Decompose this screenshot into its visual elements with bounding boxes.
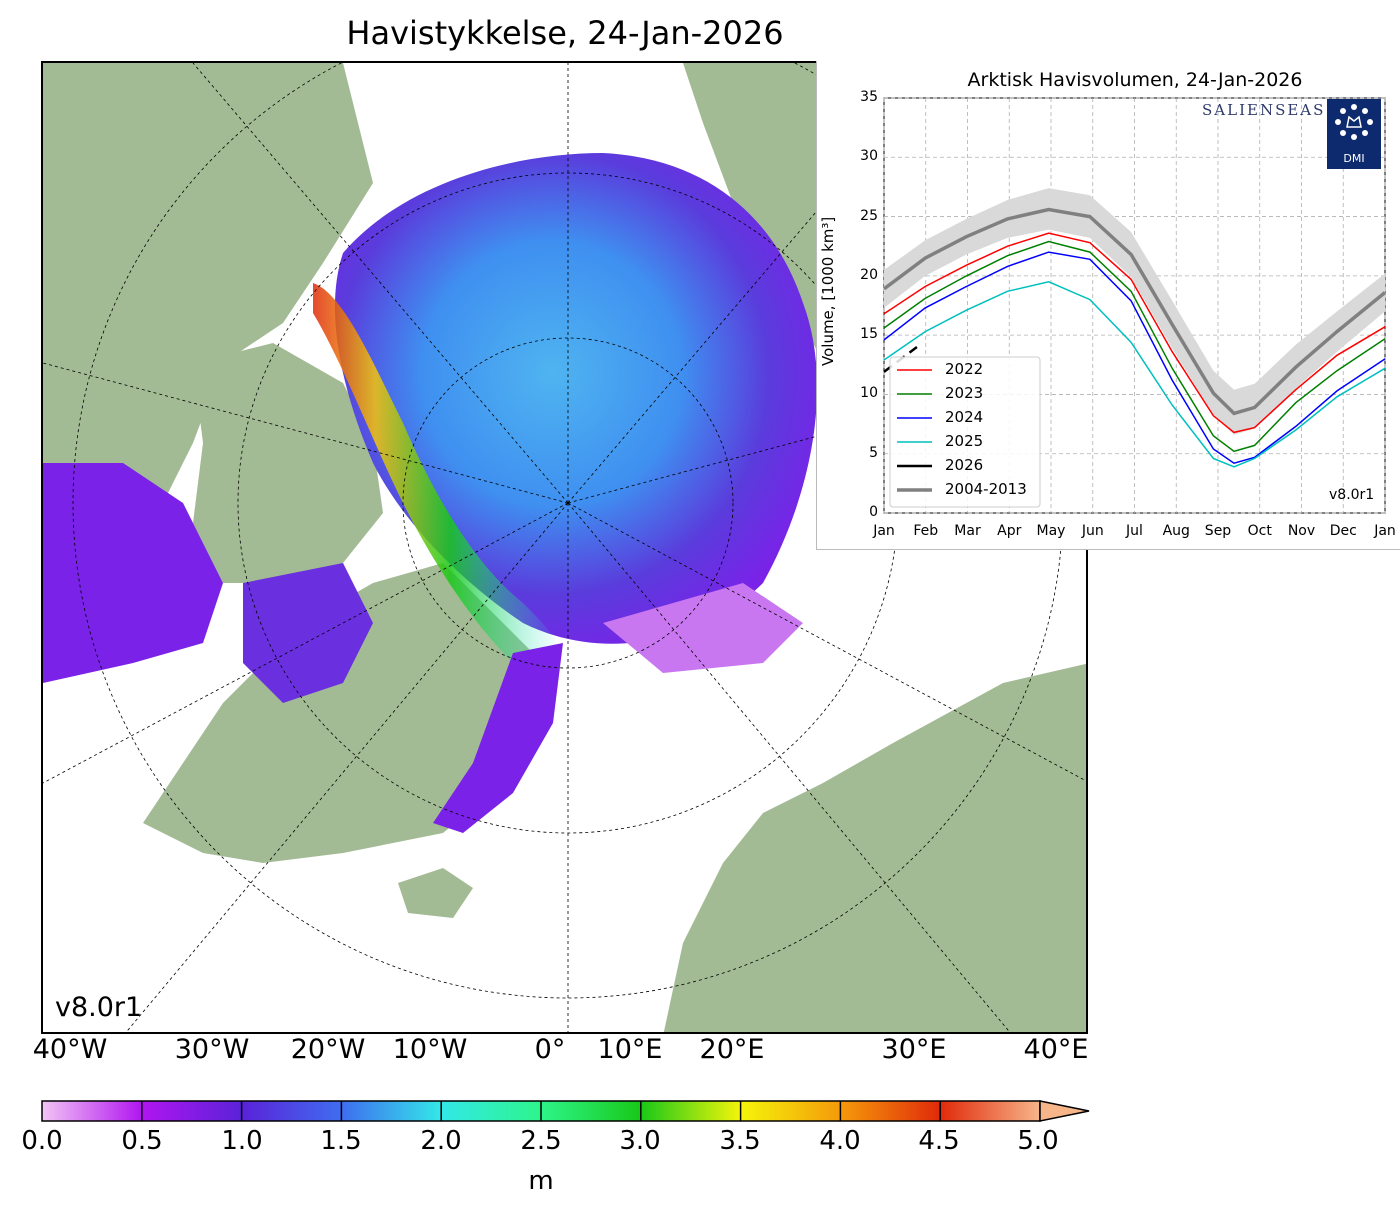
- legend-label-2023: 2023: [945, 384, 984, 402]
- legend-label-2024: 2024: [945, 408, 984, 426]
- sea-ice-central: [334, 153, 818, 644]
- x-tick-label: Jan: [1374, 523, 1396, 539]
- y-tick-label: 15: [860, 326, 878, 343]
- map-canvas: [43, 63, 1086, 1032]
- legend-label-2025: 2025: [945, 432, 984, 450]
- map-version-label: v8.0r1: [55, 992, 143, 1023]
- land-north-america: [43, 63, 373, 543]
- x-tick-label: Jul: [1126, 523, 1143, 539]
- x-tick-label: Apr: [997, 523, 1022, 539]
- x-tick-label: May: [1036, 523, 1066, 539]
- x-tick-label: Oct: [1247, 523, 1272, 539]
- series-line-2004-2013: [882, 207, 1387, 416]
- colorbar-unit: m: [528, 1166, 554, 1196]
- sea-ice-thick-band: [313, 283, 563, 663]
- colorbar-tick: 5.0: [1017, 1126, 1059, 1156]
- series-line-2024: [883, 251, 1386, 465]
- chart-version-label: v8.0r1: [1329, 487, 1375, 503]
- y-tick-label: 5: [869, 444, 878, 461]
- salienseas-logo: SALIENSEAS: [1202, 101, 1326, 119]
- crown-icon: [1335, 104, 1373, 140]
- lon-label-30w: 30°W: [174, 1034, 250, 1065]
- x-tick-label: Jun: [1081, 523, 1104, 539]
- colorbar-tick: 0.0: [21, 1126, 63, 1156]
- legend-label-2022: 2022: [945, 360, 984, 378]
- dmi-logo: DMI: [1327, 99, 1381, 169]
- x-tick-label: Sep: [1204, 523, 1232, 539]
- sea-ice-barents-margin: [603, 583, 803, 673]
- x-tick-label: Jan: [873, 523, 895, 539]
- colorbar-tick: 4.5: [918, 1126, 960, 1156]
- y-tick-label: 10: [860, 385, 878, 402]
- colorbar-tick: 1.0: [221, 1126, 263, 1156]
- y-tick-label: 30: [860, 148, 878, 165]
- series-line-2022: [883, 232, 1386, 434]
- land-masses: [43, 63, 1086, 1032]
- colorbar-extend-arrow: [1039, 1100, 1090, 1122]
- sea-ice-baffin: [243, 563, 373, 703]
- colorbar-tick: 3.0: [619, 1126, 661, 1156]
- x-tick-label: Feb: [913, 523, 939, 539]
- lon-label-20e: 20°E: [699, 1034, 765, 1065]
- land-scandinavia: [663, 663, 1086, 1032]
- chart-title: Arktisk Havisvolumen, 24-Jan-2026: [967, 69, 1303, 91]
- legend-label-2004-2013: 2004-2013: [945, 480, 1027, 498]
- lon-label-30e: 30°E: [881, 1034, 947, 1065]
- colorbar-tick: 3.5: [719, 1126, 761, 1156]
- series-line-2025: [883, 281, 1386, 468]
- sea-ice-east-greenland: [433, 643, 563, 833]
- x-tick-label: Mar: [954, 523, 981, 539]
- y-axis-label: Volume, [1000 km³]: [819, 216, 837, 366]
- legend: [889, 356, 1041, 508]
- colorbar-tick: 2.5: [520, 1126, 562, 1156]
- y-tick-label: 0: [869, 504, 878, 520]
- series-lines: [882, 207, 1387, 468]
- y-tick-label: 35: [860, 89, 878, 105]
- lon-label-40w: 40°W: [32, 1034, 108, 1065]
- land-canadian-archipelago: [193, 343, 383, 583]
- y-tick-label: 20: [860, 266, 878, 283]
- lon-label-10e: 10°E: [597, 1034, 663, 1065]
- dmi-logo-label: DMI: [1343, 152, 1365, 165]
- colorbar-tick: 0.5: [121, 1126, 163, 1156]
- volume-chart-inset: Arktisk Havisvolumen, 24-Jan-2026 Volume…: [816, 61, 1400, 550]
- lon-label-40e: 40°E: [1023, 1034, 1089, 1065]
- x-tick-label: Nov: [1287, 523, 1316, 539]
- x-tick-label: Aug: [1162, 523, 1190, 539]
- land-iceland: [398, 868, 473, 918]
- lon-label-10w: 10°W: [392, 1034, 468, 1065]
- colorbar-tick: 2.0: [420, 1126, 462, 1156]
- x-tick-label: Dec: [1329, 523, 1357, 539]
- land-greenland: [143, 563, 543, 863]
- colorbar: [41, 1100, 1090, 1122]
- map-title: Havistykkelse, 24-Jan-2026: [346, 14, 784, 52]
- lon-label-20w: 20°W: [290, 1034, 366, 1065]
- sea-ice: [43, 153, 818, 833]
- series-line-2023: [883, 240, 1386, 453]
- colorbar-tick: 4.0: [819, 1126, 861, 1156]
- colorbar-tick: 1.5: [320, 1126, 362, 1156]
- sea-ice-hudson-bay: [43, 463, 223, 683]
- volume-chart-canvas: [882, 97, 1387, 514]
- lon-label-0: 0°: [534, 1034, 566, 1065]
- y-tick-label: 25: [860, 207, 878, 224]
- legend-label-2026: 2026: [945, 456, 984, 474]
